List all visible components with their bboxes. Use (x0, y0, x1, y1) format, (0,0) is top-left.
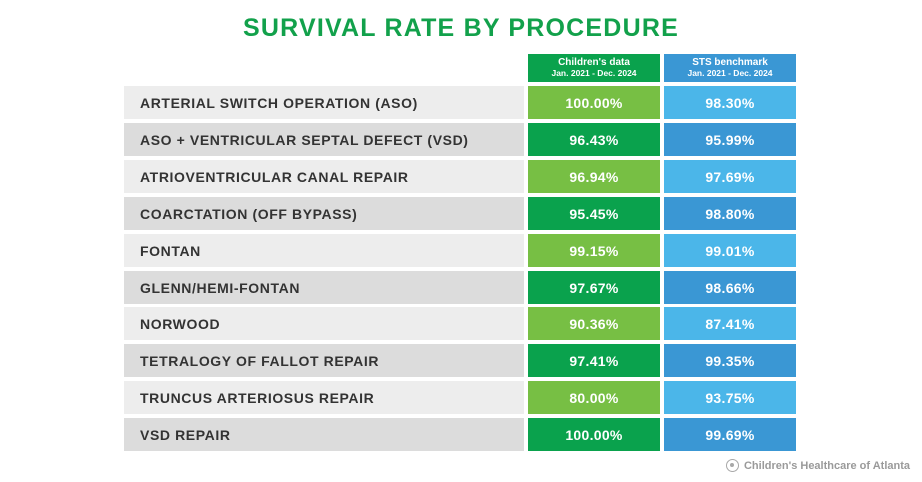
table-row: ARTERIAL SWITCH OPERATION (ASO) 100.00% 98… (124, 86, 796, 119)
table-row: FONTAN 99.15% 99.01% (124, 234, 796, 267)
procedure-label: ATRIOVENTRICULAR CANAL REPAIR (124, 160, 524, 193)
childrens-value: 80.00% (528, 381, 660, 414)
childrens-column-period: Jan. 2021 - Dec. 2024 (551, 68, 637, 78)
procedure-label: VSD REPAIR (124, 418, 524, 451)
childrens-value: 95.45% (528, 197, 660, 230)
sts-column-header: STS benchmark Jan. 2021 - Dec. 2024 (664, 54, 796, 82)
table-row: VSD REPAIR 100.00% 99.69% (124, 418, 796, 451)
sts-value: 99.69% (664, 418, 796, 451)
table-row: TETRALOGY OF FALLOT REPAIR 97.41% 99.35% (124, 344, 796, 377)
childrens-value: 97.67% (528, 271, 660, 304)
table-row: COARCTATION (OFF BYPASS) 95.45% 98.80% (124, 197, 796, 230)
organization-logo: Children's Healthcare of Atlanta (725, 459, 910, 472)
procedure-label: FONTAN (124, 234, 524, 267)
procedure-label: NORWOOD (124, 307, 524, 340)
procedure-label: GLENN/HEMI-FONTAN (124, 271, 524, 304)
sts-value: 87.41% (664, 307, 796, 340)
logo-text: Children's Healthcare of Atlanta (743, 459, 910, 472)
childrens-value: 96.43% (528, 123, 660, 156)
sts-value: 98.66% (664, 271, 796, 304)
procedure-label: TETRALOGY OF FALLOT REPAIR (124, 344, 524, 377)
sts-value: 99.01% (664, 234, 796, 267)
childrens-value: 100.00% (528, 86, 660, 119)
childrens-value: 100.00% (528, 418, 660, 451)
table-row: GLENN/HEMI-FONTAN 97.67% 98.66% (124, 271, 796, 304)
sts-column-name: STS benchmark (692, 57, 768, 68)
table-row: TRUNCUS ARTERIOSUS REPAIR 80.00% 93.75% (124, 381, 796, 414)
childrens-column-header: Children's data Jan. 2021 - Dec. 2024 (528, 54, 660, 82)
chart-title: SURVIVAL RATE BY PROCEDURE (243, 14, 679, 42)
childrens-value: 99.15% (528, 234, 660, 267)
table-row: ASO + VENTRICULAR SEPTAL DEFECT (VSD) 96.… (124, 123, 796, 156)
childrens-column-name: Children's data (558, 57, 630, 68)
sts-column-period: Jan. 2021 - Dec. 2024 (687, 68, 773, 78)
sts-value: 97.69% (664, 160, 796, 193)
procedure-label: ARTERIAL SWITCH OPERATION (ASO) (124, 86, 524, 119)
childrens-value: 96.94% (528, 160, 660, 193)
childrens-value: 97.41% (528, 344, 660, 377)
sts-value: 99.35% (664, 344, 796, 377)
table-row: ATRIOVENTRICULAR CANAL REPAIR 96.94% 97.69… (124, 160, 796, 193)
childrens-value: 90.36% (528, 307, 660, 340)
sts-value: 98.30% (664, 86, 796, 119)
sts-value: 93.75% (664, 381, 796, 414)
procedure-label: TRUNCUS ARTERIOSUS REPAIR (124, 381, 524, 414)
logo-icon (725, 459, 739, 472)
sts-value: 98.80% (664, 197, 796, 230)
procedure-label: ASO + VENTRICULAR SEPTAL DEFECT (VSD) (124, 123, 524, 156)
sts-value: 95.99% (664, 123, 796, 156)
table-row: NORWOOD 90.36% 87.41% (124, 307, 796, 340)
procedure-label: COARCTATION (OFF BYPASS) (124, 197, 524, 230)
